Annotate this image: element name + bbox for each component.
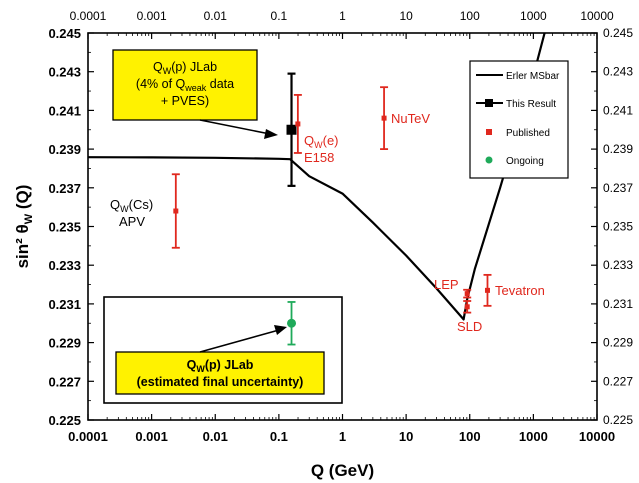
published-point <box>484 287 490 293</box>
x-tick-label-top: 100 <box>460 9 480 23</box>
label-e158: QW(e) <box>304 133 339 150</box>
callout-arrow-ongoing <box>199 329 280 353</box>
legend-swatch-marker <box>486 129 492 135</box>
callout-box-ongoing <box>115 351 325 395</box>
y-tick-label-right: 0.225 <box>603 413 633 427</box>
x-tick-label-top: 1 <box>339 9 346 23</box>
y-tick-label-right: 0.245 <box>603 26 633 40</box>
x-tick-label-top: 1000 <box>520 9 547 23</box>
axes: 0.0001 0.0001 0.001 0.001 0.01 0.01 0.1 0.1 1 1 10… <box>13 9 633 480</box>
published-point <box>295 121 301 127</box>
legend-swatch-marker <box>485 156 493 164</box>
y-tick-label-right: 0.235 <box>603 220 633 234</box>
this-result-point <box>286 124 297 135</box>
x-tick-label-top: 0.1 <box>271 9 288 23</box>
legend-swatch-marker <box>485 99 493 107</box>
y-axis-title: sin² θW (Q) <box>13 185 35 269</box>
callout-arrowhead-jlab <box>264 129 278 139</box>
y-tick-label-left: 0.245 <box>48 26 81 41</box>
erler-msbar-curve <box>87 32 546 321</box>
x-tick-label-bottom: 0.1 <box>270 429 288 444</box>
published-point <box>464 291 470 297</box>
y-tick-label-right: 0.237 <box>603 181 633 195</box>
published-point <box>173 208 179 214</box>
callout-ongoing-line2: (estimated final uncertainty) <box>137 375 304 389</box>
x-tick-label-bottom: 1 <box>339 429 346 444</box>
legend-label: Ongoing <box>506 156 544 167</box>
label-lep: LEP <box>434 277 459 292</box>
y-tick-label-right: 0.239 <box>603 142 633 156</box>
y-tick-label-right: 0.231 <box>603 297 633 311</box>
x-tick-label-bottom: 1000 <box>519 429 548 444</box>
y-tick-label-left: 0.239 <box>48 142 81 157</box>
y-tick-label-right: 0.227 <box>603 374 633 388</box>
legend-label: This Result <box>506 99 556 110</box>
label-cs: QW(Cs) <box>110 197 153 214</box>
y-tick-label-left: 0.225 <box>48 413 81 428</box>
points-layer <box>171 72 492 346</box>
callout-jlab-line1: QW(p) JLab <box>153 60 217 76</box>
published-point <box>381 115 387 121</box>
callout-arrow-jlab <box>199 119 271 135</box>
y-tick-label-left: 0.237 <box>48 181 81 196</box>
y-tick-label-right: 0.229 <box>603 336 633 350</box>
label-e158-name: E158 <box>304 150 334 165</box>
x-tick-label-top: 10 <box>399 9 413 23</box>
x-tick-label-bottom: 10 <box>399 429 413 444</box>
y-tick-label-left: 0.235 <box>48 220 81 235</box>
label-nutev: NuTeV <box>391 111 430 126</box>
x-tick-label-bottom: 10000 <box>579 429 615 444</box>
y-tick-label-left: 0.241 <box>48 103 81 118</box>
x-tick-label-bottom: 100 <box>459 429 481 444</box>
legend-label: Erler MSbar <box>506 71 560 82</box>
label-tevatron: Tevatron <box>495 283 545 298</box>
y-tick-label-right: 0.241 <box>603 103 633 117</box>
y-tick-label-right: 0.233 <box>603 258 633 272</box>
x-tick-label-bottom: 0.0001 <box>68 429 108 444</box>
y-tick-label-left: 0.243 <box>48 65 81 80</box>
callouts: QW(p) JLab(4% of Qweak data+ PVES)QW(p) … <box>103 49 343 404</box>
x-tick-label-bottom: 0.01 <box>203 429 228 444</box>
ongoing-point <box>287 318 297 328</box>
y-tick-label-left: 0.229 <box>48 336 81 351</box>
callout-frame-ongoing <box>103 296 343 404</box>
x-axis-title: Q (GeV) <box>311 461 374 480</box>
x-tick-label-bottom: 0.001 <box>135 429 168 444</box>
y-tick-label-left: 0.233 <box>48 258 81 273</box>
callout-ongoing-line1: QW(p) JLab <box>187 358 254 374</box>
x-tick-label-top: 10000 <box>580 9 614 23</box>
legend: Erler MSbar This Result Published Ongoing <box>469 60 569 179</box>
x-tick-label-top: 0.001 <box>137 9 167 23</box>
callout-jlab-line3: + PVES) <box>161 94 209 108</box>
callout-box-jlab <box>112 49 258 121</box>
callout-arrowhead-ongoing <box>274 325 287 335</box>
legend-label: Published <box>506 128 550 139</box>
x-tick-label-top: 0.01 <box>204 9 228 23</box>
label-cs-apv: APV <box>119 214 145 229</box>
published-point <box>464 304 470 310</box>
labels-layer: QW(Cs)APV QW(e)E158 NuTeV LEP SLD Tevatron <box>110 111 545 334</box>
curve-layer <box>87 32 546 321</box>
label-sld: SLD <box>457 319 482 334</box>
y-tick-label-right: 0.243 <box>603 65 633 79</box>
y-tick-label-left: 0.231 <box>48 297 81 312</box>
y-tick-label-left: 0.227 <box>48 374 81 389</box>
callout-jlab-line2: (4% of Qweak data <box>136 77 234 93</box>
x-tick-label-top: 0.0001 <box>70 9 107 23</box>
